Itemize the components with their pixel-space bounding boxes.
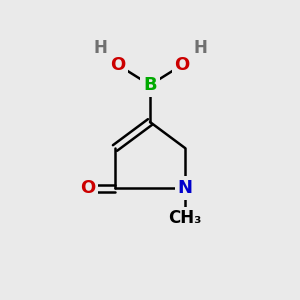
- Text: B: B: [143, 76, 157, 94]
- Text: O: O: [80, 179, 96, 197]
- Text: N: N: [178, 179, 193, 197]
- Text: H: H: [193, 39, 207, 57]
- Text: CH₃: CH₃: [168, 209, 202, 227]
- Text: O: O: [174, 56, 190, 74]
- Text: O: O: [110, 56, 126, 74]
- Text: H: H: [93, 39, 107, 57]
